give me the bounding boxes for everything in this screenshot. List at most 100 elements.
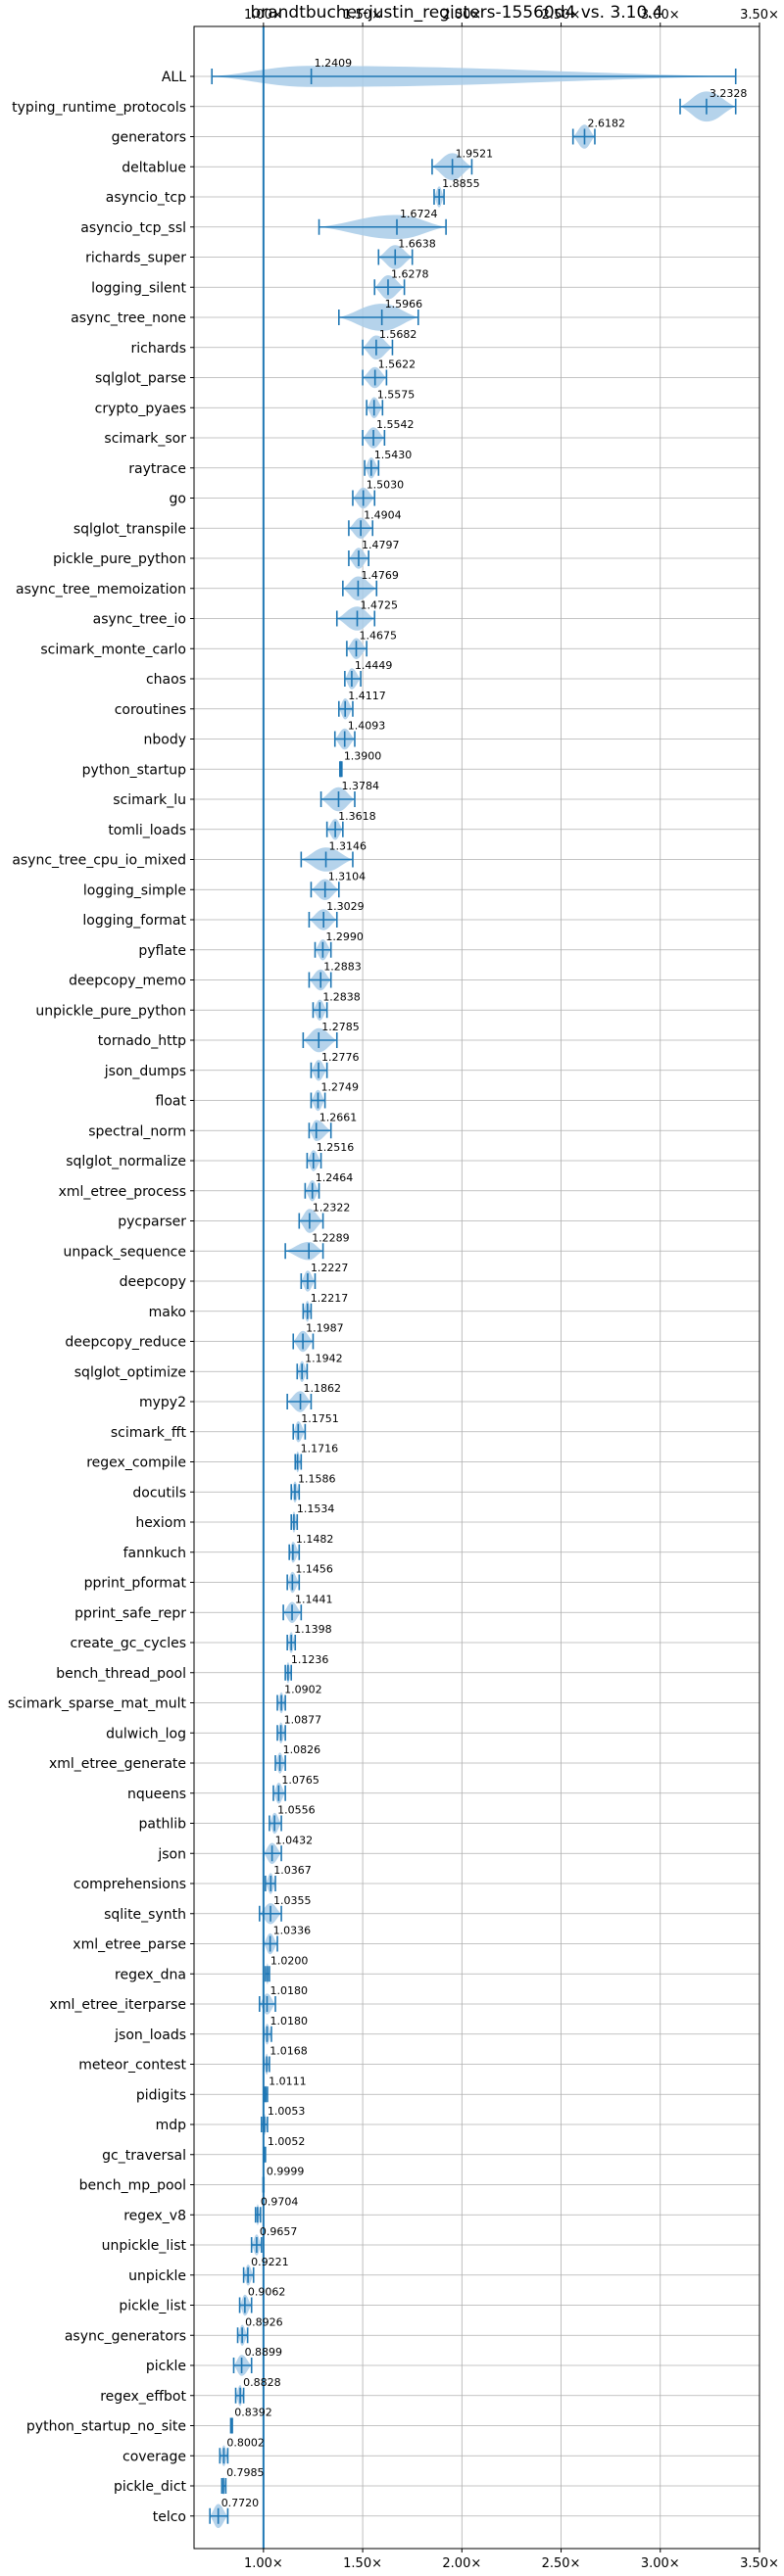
category-label: regex_v8 xyxy=(123,2208,186,2223)
median-label: 0.9221 xyxy=(251,2256,289,2268)
median-label: 1.1236 xyxy=(291,1653,329,1666)
category-label: pickle_dict xyxy=(114,2479,187,2495)
violin-unpickle xyxy=(242,2264,255,2286)
violin-tornado_http xyxy=(302,1027,338,1053)
median-label: 1.2322 xyxy=(313,1202,351,1215)
violin-sqlglot_transpile xyxy=(348,517,374,540)
category-label: xml_etree_iterparse xyxy=(50,1997,186,2013)
median-label: 1.6724 xyxy=(400,208,438,220)
violin-regex_dna xyxy=(265,1963,270,1985)
violin-deepcopy_reduce xyxy=(292,1330,315,1353)
median-label: 1.2883 xyxy=(323,961,362,974)
category-label: regex_compile xyxy=(86,1455,186,1471)
category-label: pickle xyxy=(146,2359,186,2374)
median-label: 3.2328 xyxy=(710,87,748,100)
category-label: nbody xyxy=(144,733,187,748)
violin-regex_effbot xyxy=(234,2384,245,2407)
median-label: 1.2464 xyxy=(316,1171,354,1184)
median-label: 1.5430 xyxy=(374,449,413,461)
category-label: json_dumps xyxy=(104,1064,186,1079)
median-label: 1.2289 xyxy=(312,1231,350,1244)
category-label: float xyxy=(156,1094,187,1110)
median-label: 1.1398 xyxy=(294,1623,332,1636)
median-label: 1.4093 xyxy=(348,720,386,733)
violin-async_generators xyxy=(236,2324,249,2347)
category-label: coverage xyxy=(122,2449,186,2464)
violin-unpickle_pure_python xyxy=(312,999,328,1022)
median-label: 1.4117 xyxy=(348,690,386,702)
violin-async_tree_cpu_io_mixed xyxy=(300,847,354,872)
violin-scimark_sor xyxy=(362,427,386,449)
category-label: scimark_monte_carlo xyxy=(40,642,186,657)
violin-pidigits xyxy=(264,2085,269,2104)
violin-async_tree_memoization xyxy=(342,576,378,601)
violin-telco xyxy=(209,2504,229,2529)
violin-logging_silent xyxy=(373,274,406,300)
violin-scimark_sparse_mat_mult xyxy=(276,1692,286,1714)
median-label: 1.3900 xyxy=(344,749,382,762)
violin-regex_v8 xyxy=(254,2204,262,2226)
median-label: 1.2217 xyxy=(311,1292,349,1305)
median-label: 1.0877 xyxy=(284,1713,322,1726)
category-label: unpickle_pure_python xyxy=(35,1003,186,1019)
category-label: deltablue xyxy=(122,160,186,175)
violin-bench_thread_pool xyxy=(284,1661,293,1684)
violin-deltablue xyxy=(431,153,473,181)
violin-pyflate xyxy=(314,938,332,961)
median-label: 0.8926 xyxy=(245,2315,282,2328)
plot-frame xyxy=(193,25,760,2550)
violin-pycparser xyxy=(298,1209,324,1233)
category-label: coroutines xyxy=(115,702,186,718)
violin-pprint_safe_repr xyxy=(282,1601,303,1624)
median-label: 1.2227 xyxy=(311,1262,349,1274)
median-label: 1.0432 xyxy=(275,1834,314,1846)
violin-async_tree_io xyxy=(335,606,376,631)
category-label: telco xyxy=(153,2509,186,2525)
violin-logging_simple xyxy=(310,879,340,901)
median-label: 1.2516 xyxy=(317,1141,355,1154)
median-label: 0.7720 xyxy=(221,2497,260,2509)
median-label: 1.0052 xyxy=(268,2135,306,2148)
median-label: 1.0200 xyxy=(270,1954,309,1967)
category-label: nqueens xyxy=(127,1787,186,1802)
category-label: bench_thread_pool xyxy=(56,1666,186,1682)
median-label: 1.1534 xyxy=(297,1503,335,1515)
x-axis-bottom: 1.00× 1.50× 2.00× 2.50× 3.00× 3.50× xyxy=(244,2549,779,2571)
median-label: 0.8392 xyxy=(234,2407,271,2419)
violin-ALL xyxy=(211,66,737,87)
category-label: pidigits xyxy=(136,2087,186,2103)
category-label: sqlglot_transpile xyxy=(74,521,186,537)
violin-nqueens xyxy=(272,1782,286,1804)
category-label: richards xyxy=(131,341,187,357)
category-label: pycparser xyxy=(118,1215,186,1230)
median-label: 1.4904 xyxy=(364,508,402,521)
median-label: 1.4449 xyxy=(355,659,393,672)
x-tick-label-bottom: 1.50× xyxy=(343,2556,382,2571)
category-label: go xyxy=(170,492,186,507)
median-label: 1.1716 xyxy=(301,1443,339,1455)
median-label: 1.9521 xyxy=(456,147,494,160)
category-label: deepcopy_memo xyxy=(69,974,186,989)
median-label: 1.1862 xyxy=(304,1382,342,1395)
x-gridlines xyxy=(263,26,760,2549)
category-label: pickle_pure_python xyxy=(53,551,186,567)
violin-python_startup_no_site xyxy=(229,2416,233,2435)
median-label: 1.5030 xyxy=(367,479,405,492)
violin-typing_runtime_protocols xyxy=(679,91,737,122)
median-value-labels: 1.2409 3.2328 2.6182 1.9521 1.8855 1.6724 1.66… xyxy=(221,57,748,2509)
violin-logging_format xyxy=(308,909,338,930)
median-label: 0.7985 xyxy=(226,2466,265,2479)
violin-tomli_loads xyxy=(325,818,344,840)
median-label: 1.0111 xyxy=(269,2075,307,2087)
violin-json_dumps xyxy=(310,1059,328,1081)
category-label: asyncio_tcp xyxy=(106,190,186,206)
category-label: tornado_http xyxy=(98,1033,186,1049)
category-label: unpickle xyxy=(128,2268,186,2284)
violin-deepcopy xyxy=(300,1270,317,1292)
violin-float xyxy=(310,1089,326,1112)
violin-crypto_pyaes xyxy=(366,397,384,419)
median-label: 1.5622 xyxy=(378,358,416,371)
category-label: tomli_loads xyxy=(108,823,186,838)
median-label: 1.3618 xyxy=(338,810,376,823)
